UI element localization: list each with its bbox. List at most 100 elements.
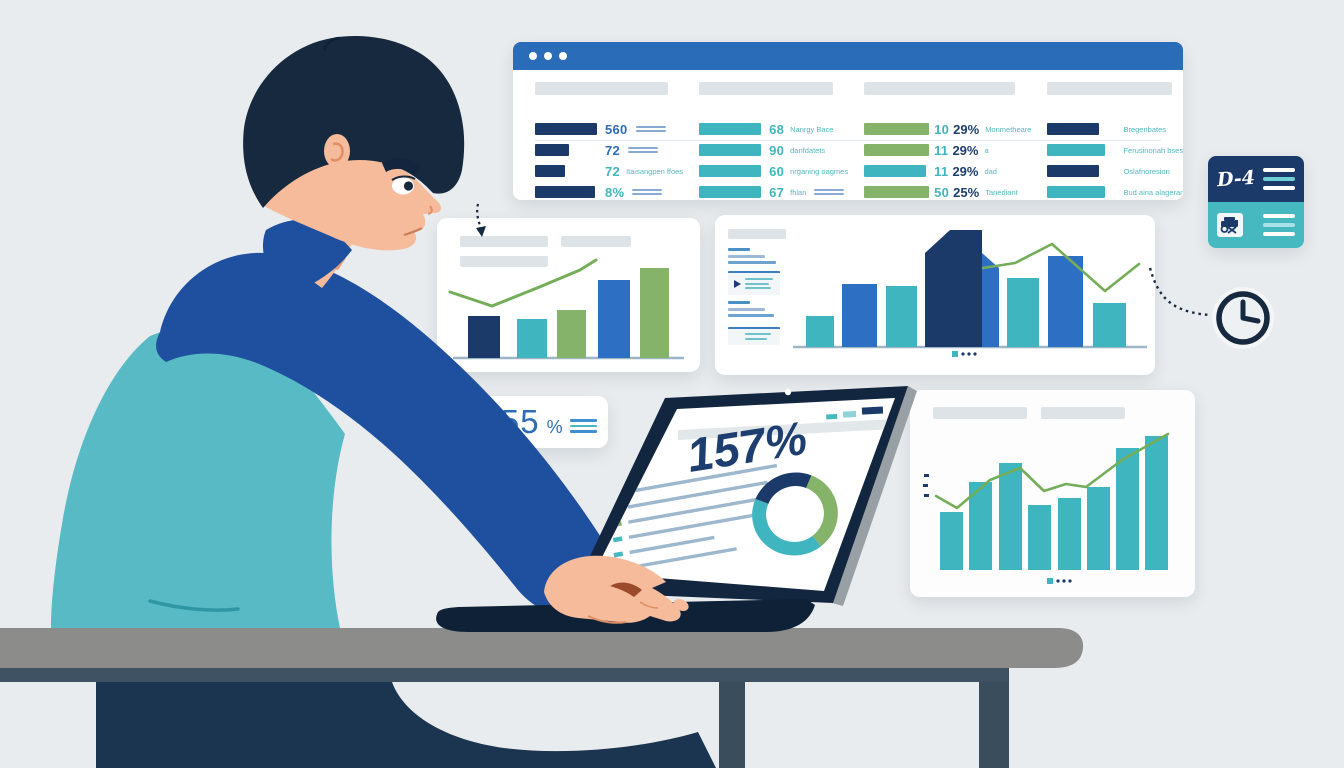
legend-dot xyxy=(961,352,965,356)
stat-value: 560 xyxy=(605,121,628,137)
dashboard-row: Bregenbates xyxy=(1047,122,1183,136)
stat-value: 11 xyxy=(934,163,949,179)
desk-leg xyxy=(979,668,1009,768)
mini-chart-card xyxy=(437,218,700,372)
dashboard-row: 560 xyxy=(535,121,683,137)
chart-bar xyxy=(886,286,917,347)
mouth-line xyxy=(403,227,423,237)
donut-segment xyxy=(752,498,821,556)
stat-bar-icon xyxy=(864,123,930,135)
dashboard-row: Bud aina alagerant xyxy=(1047,185,1183,199)
stat-bar-icon xyxy=(864,165,927,177)
title-placeholder xyxy=(1041,407,1125,419)
eye-white xyxy=(392,177,414,195)
donut-chart xyxy=(752,472,838,556)
line-placeholder xyxy=(728,308,765,311)
tick-mark xyxy=(924,494,929,497)
text-lines-placeholder xyxy=(632,188,663,196)
donut-segment xyxy=(755,472,812,505)
chart-bar xyxy=(969,482,992,570)
laptop-base xyxy=(436,599,815,632)
stat-label: Itaisangpen ffoes xyxy=(626,166,684,176)
laptop-screen xyxy=(594,398,895,591)
line-placeholder xyxy=(728,261,776,264)
desk-leg xyxy=(719,668,745,768)
stat-bar-icon xyxy=(699,165,762,177)
stat-bar-icon xyxy=(1047,165,1100,177)
neck xyxy=(272,204,352,288)
text-lines-placeholder xyxy=(745,333,771,340)
tick-mark xyxy=(923,484,928,487)
tick-mark xyxy=(924,474,929,477)
dashboard-row: 72 Itaisangpen ffoes xyxy=(535,164,684,179)
stat-label: Monmetheare xyxy=(985,124,1032,134)
stat-bar-icon xyxy=(1047,144,1106,156)
chart-bar xyxy=(640,268,669,358)
stat-value: 60 xyxy=(769,163,785,179)
stat-value: 90 xyxy=(769,142,785,158)
dashboard-row: 10 29% Monmetheare xyxy=(864,122,1032,137)
legend-dot xyxy=(967,352,971,356)
dashboard-row: 8% xyxy=(535,185,683,200)
text-lines-placeholder xyxy=(1263,214,1295,236)
chart-bar xyxy=(842,284,877,347)
stat-bar-icon xyxy=(535,165,565,177)
stat-value: 68 xyxy=(769,121,785,137)
signature-text: D-4 xyxy=(1216,166,1256,192)
chart-bar xyxy=(1116,448,1139,570)
stat-bar-icon xyxy=(535,123,597,135)
stat-label: a xyxy=(984,145,989,155)
stat-bar-icon xyxy=(699,144,762,156)
chart-bar xyxy=(1145,436,1168,570)
text-lines-placeholder xyxy=(814,188,845,196)
line-placeholder xyxy=(728,301,750,304)
donut-segment xyxy=(805,475,838,547)
chart-bar xyxy=(999,463,1022,570)
chart-bar xyxy=(598,280,630,358)
teal-chart-card xyxy=(910,390,1195,597)
stat-label: Oslafnoresion xyxy=(1123,166,1170,176)
sidebar-block-placeholder xyxy=(728,229,786,239)
dashboard-row: Ferusinonah bses xyxy=(1047,143,1183,157)
chart-bar xyxy=(1087,487,1110,570)
desk-underside xyxy=(0,668,1008,682)
line-placeholder xyxy=(728,314,774,317)
dashboard-row: 67 fhlan xyxy=(699,185,848,200)
screen-list-placeholder xyxy=(610,463,778,573)
text-lines-placeholder xyxy=(628,146,659,154)
chart-bar xyxy=(925,230,982,347)
ear xyxy=(324,134,350,168)
column-header-placeholder xyxy=(1047,82,1172,95)
stat-label: Ferusinonah bses xyxy=(1123,145,1183,155)
chart-bar xyxy=(1058,498,1081,570)
chart-bar xyxy=(517,319,547,358)
screen-topbar-placeholder xyxy=(678,419,894,440)
trend-line xyxy=(934,432,1170,510)
screen-status-chips xyxy=(826,406,884,420)
dashboard-row: 60 nrganing oagmes xyxy=(699,163,848,179)
chart-bar xyxy=(1093,303,1126,347)
chart-bar xyxy=(806,316,834,347)
stat-label: Bud aina alagerant xyxy=(1123,187,1183,197)
desk-top xyxy=(0,628,1084,668)
legend-dot xyxy=(973,352,977,356)
stat-percent: 29% xyxy=(952,163,979,179)
hair-cowlick xyxy=(322,36,341,51)
text-lines-placeholder xyxy=(745,278,773,289)
stat-percent: 29% xyxy=(952,142,979,158)
dashboard-titlebar xyxy=(513,42,1183,70)
dashboard-column: 10 29% Monmetheare 11 29% a 11 29% dad 50 25% Taned… xyxy=(864,82,1031,200)
stat-bar-icon xyxy=(1047,186,1106,198)
chart-bar xyxy=(1028,505,1051,570)
chart-bar xyxy=(982,253,999,347)
stat-label: fhlan xyxy=(790,187,807,197)
dashboard-column: 560 72 72 Itaisangpen ffoes 8% xyxy=(535,82,683,200)
dashboard-row: Oslafnoresion xyxy=(1047,164,1183,178)
chart-bar xyxy=(1007,278,1039,347)
teal-bar-chart xyxy=(923,432,1170,584)
line-placeholder xyxy=(728,255,765,258)
chart-bar xyxy=(940,512,963,570)
title-placeholder xyxy=(460,236,548,247)
divider xyxy=(535,140,1161,141)
stat-bar-icon xyxy=(699,123,762,135)
